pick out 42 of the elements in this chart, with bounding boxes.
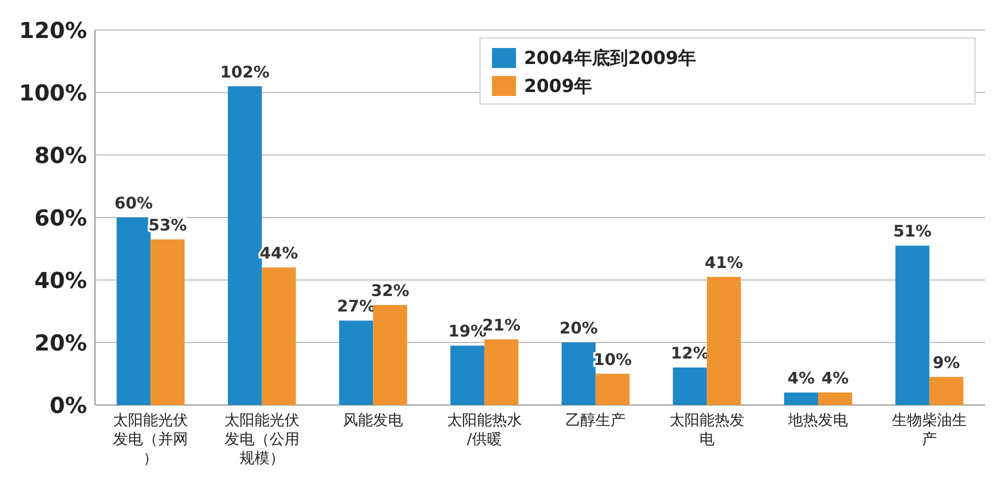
- bar: [818, 392, 852, 405]
- y-tick-label: 40%: [34, 269, 87, 294]
- data-label: 9%: [932, 352, 960, 372]
- bar: [929, 376, 964, 405]
- bar: [450, 346, 484, 405]
- x-tick-label: 乙醇生产: [566, 411, 626, 429]
- bar: [262, 268, 296, 405]
- x-tick-label: 风能发电: [343, 411, 404, 429]
- legend-label: 2009年: [524, 76, 592, 97]
- data-label: 41%: [704, 252, 744, 272]
- data-label: 20%: [559, 318, 598, 338]
- bar: [116, 218, 151, 405]
- data-label: 4%: [788, 368, 815, 388]
- bar: [150, 239, 185, 405]
- y-tick-label: 60%: [34, 206, 87, 232]
- bar: [484, 339, 518, 405]
- bar: [672, 368, 707, 405]
- y-tick-label: 80%: [34, 144, 87, 169]
- x-tick-label: 地热发电: [787, 411, 848, 429]
- y-tick-label: 100%: [19, 82, 87, 106]
- data-label: 51%: [893, 222, 932, 241]
- y-tick-label: 0%: [50, 394, 87, 419]
- x-tick-label: 生物柴油生产: [892, 411, 967, 448]
- bar: [784, 392, 818, 405]
- y-tick-label: 120%: [19, 19, 87, 44]
- bar: [228, 86, 262, 405]
- x-tick-label: 太阳能光伏发电（公用规模）: [224, 411, 300, 467]
- x-tick-label: 太阳能光伏发电（并网）: [113, 411, 188, 467]
- bar: [339, 320, 374, 405]
- x-tick-label: 太阳能热发电: [669, 411, 744, 448]
- data-label: 60%: [114, 194, 153, 212]
- bar: [706, 276, 741, 405]
- bar: [596, 374, 630, 405]
- data-label: 4%: [822, 368, 849, 388]
- bar: [895, 246, 930, 405]
- data-label: 12%: [670, 344, 710, 362]
- bar: [373, 305, 408, 405]
- data-label: 102%: [220, 62, 270, 82]
- bar: [562, 342, 596, 405]
- legend-label: 2004年底到2009年: [524, 48, 696, 69]
- y-tick-label: 20%: [34, 332, 87, 356]
- x-tick-label: 太阳能热水/供暖: [446, 411, 522, 448]
